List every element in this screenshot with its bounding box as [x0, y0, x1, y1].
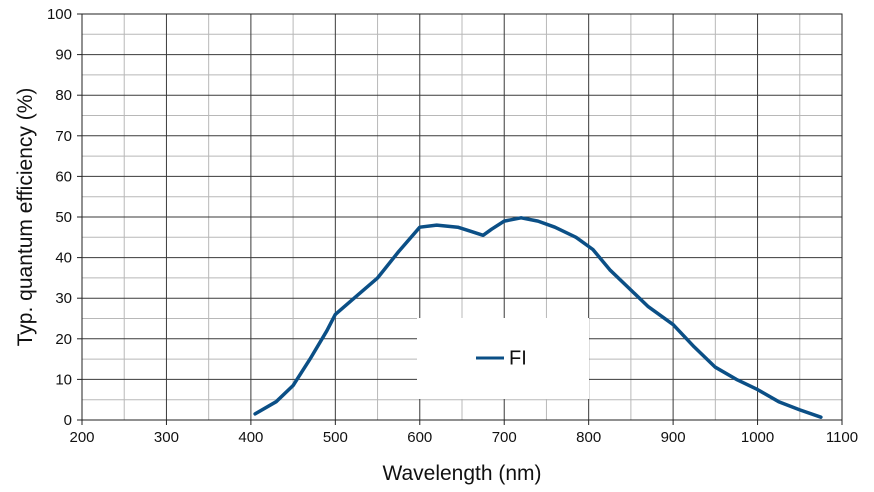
x-tick-label: 400 — [238, 429, 263, 446]
x-tick-label: 300 — [154, 429, 179, 446]
x-tick-label: 1100 — [826, 429, 858, 446]
x-tick-label: 500 — [323, 429, 348, 446]
series-line-fi — [253, 216, 823, 419]
minor-gridlines — [82, 14, 842, 420]
y-tick-label: 40 — [55, 250, 72, 267]
x-tick-label: 700 — [492, 429, 517, 446]
y-tick-label: 90 — [55, 47, 72, 64]
y-tick-label: 70 — [55, 128, 72, 145]
legend-label-fi: FI — [509, 347, 527, 369]
x-tick-label: 800 — [576, 429, 601, 446]
y-tick-label: 100 — [47, 6, 72, 23]
y-tick-label: 50 — [55, 209, 72, 226]
x-axis-ticks: 200 300 400 500 600 700 800 900 1000 1100 — [69, 420, 858, 446]
y-tick-label: 10 — [55, 371, 72, 388]
x-tick-label: 1000 — [741, 429, 774, 446]
y-axis-ticks: 0 10 20 30 40 50 60 70 80 90 100 — [47, 6, 82, 429]
series-layer — [253, 216, 823, 419]
y-axis-title: Typ. quantum efficiency (%) — [14, 88, 37, 347]
x-tick-label: 600 — [407, 429, 432, 446]
y-tick-label: 30 — [55, 290, 72, 307]
y-tick-label: 0 — [64, 412, 72, 429]
y-tick-label: 80 — [55, 87, 72, 104]
x-axis-title: Wavelength (nm) — [382, 462, 541, 485]
x-tick-label: 200 — [69, 429, 94, 446]
x-tick-label: 900 — [661, 429, 686, 446]
y-tick-label: 60 — [55, 168, 72, 185]
legend: FI — [417, 318, 589, 399]
y-tick-label: 20 — [55, 331, 72, 348]
